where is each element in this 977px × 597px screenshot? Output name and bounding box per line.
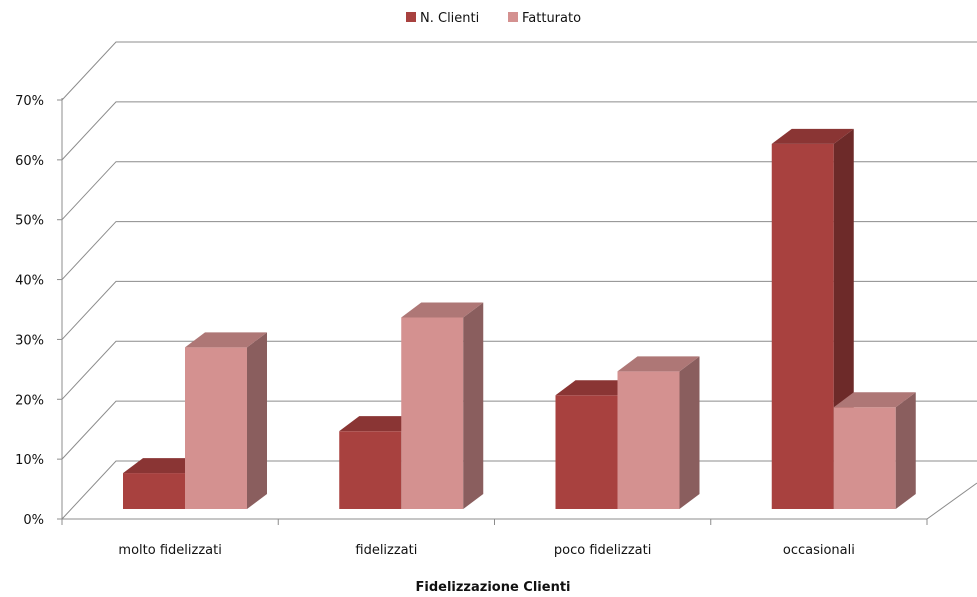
legend-label-fatturato: Fatturato bbox=[522, 11, 581, 26]
gridline bbox=[61, 221, 977, 280]
y-tick-label: 50% bbox=[15, 214, 44, 229]
bar-front bbox=[555, 395, 618, 509]
bar bbox=[185, 332, 267, 509]
category-label: fidelizzati bbox=[355, 543, 417, 558]
bar-side bbox=[463, 302, 484, 509]
axes bbox=[57, 98, 977, 525]
gridline bbox=[61, 161, 977, 221]
bar-top bbox=[185, 332, 267, 348]
bar bbox=[617, 356, 700, 509]
bar-front bbox=[401, 317, 464, 509]
legend-swatch-fatturato bbox=[508, 12, 518, 22]
x-axis-title: Fidelizzazione Clienti bbox=[415, 580, 570, 595]
y-tick-label: 70% bbox=[15, 94, 44, 109]
gridline bbox=[61, 101, 977, 161]
y-tick-label: 30% bbox=[15, 333, 44, 348]
y-tick-label: 0% bbox=[23, 513, 44, 528]
bar-front bbox=[833, 407, 896, 509]
y-tick-label: 40% bbox=[15, 274, 44, 289]
gridlines bbox=[61, 41, 977, 520]
category-label: molto fidelizzati bbox=[118, 543, 221, 558]
y-tick-label: 10% bbox=[15, 453, 44, 468]
bar-side bbox=[895, 392, 916, 509]
bar-top bbox=[617, 356, 700, 372]
bar-front bbox=[617, 371, 680, 509]
bar bbox=[401, 302, 484, 509]
bar-top bbox=[123, 458, 205, 474]
bar-top bbox=[401, 302, 484, 318]
bar-top bbox=[833, 392, 916, 408]
y-tick-label: 20% bbox=[15, 393, 44, 408]
category-label: occasionali bbox=[783, 543, 855, 558]
bar-front bbox=[123, 473, 185, 509]
legend-swatch-n-clienti bbox=[406, 12, 416, 22]
category-labels: molto fidelizzati fidelizzati poco fideliz… bbox=[118, 543, 854, 558]
bar-top bbox=[555, 380, 638, 396]
bars bbox=[123, 128, 916, 509]
bar-top bbox=[771, 128, 854, 144]
bar-side bbox=[247, 332, 267, 509]
y-tick-label: 60% bbox=[15, 154, 44, 169]
legend: N. Clienti Fatturato bbox=[406, 11, 581, 26]
category-label: poco fidelizzati bbox=[554, 543, 651, 558]
bar-front bbox=[339, 431, 402, 509]
bar-side bbox=[679, 356, 700, 509]
bar bbox=[833, 392, 916, 509]
legend-label-n-clienti: N. Clienti bbox=[420, 11, 479, 26]
bar-top bbox=[339, 416, 422, 432]
gridline bbox=[61, 280, 977, 340]
y-tick-labels: 0% 10% 20% 30% 40% 50% 60% 70% bbox=[15, 94, 44, 528]
bar-front bbox=[771, 143, 834, 509]
gridline bbox=[61, 340, 977, 400]
bar-front bbox=[185, 347, 247, 509]
gridline bbox=[61, 41, 977, 101]
